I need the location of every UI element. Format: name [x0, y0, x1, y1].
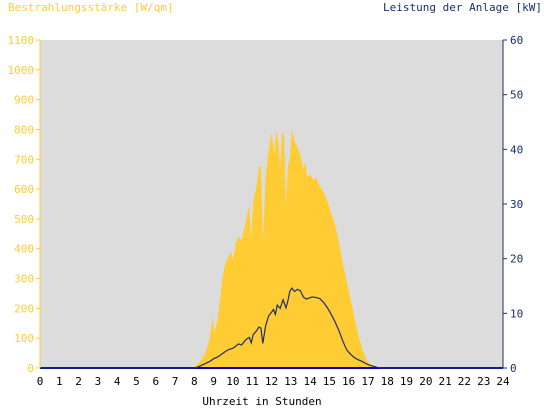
right-tick-label: 60 [510, 34, 523, 47]
x-tick-label: 19 [400, 375, 413, 388]
x-tick-label: 22 [458, 375, 471, 388]
right-tick-label: 10 [510, 307, 523, 320]
left-tick-label: 1000 [8, 64, 35, 77]
x-tick-label: 13 [284, 375, 297, 388]
x-tick-label: 20 [419, 375, 432, 388]
left-tick-label: 400 [14, 243, 34, 256]
x-tick-label: 21 [439, 375, 452, 388]
x-tick-label: 7 [172, 375, 179, 388]
left-tick-label: 0 [27, 362, 34, 375]
x-tick-label: 8 [191, 375, 198, 388]
right-tick-label: 0 [510, 362, 517, 375]
left-tick-label: 500 [14, 213, 34, 226]
x-tick-label: 3 [95, 375, 102, 388]
x-tick-label: 18 [381, 375, 394, 388]
x-tick-label: 12 [265, 375, 278, 388]
irradiance-area [40, 129, 503, 368]
x-tick-label: 0 [37, 375, 44, 388]
x-tick-label: 14 [303, 375, 317, 388]
x-tick-label: 24 [496, 375, 510, 388]
x-axis-label: Uhrzeit in Stunden [202, 395, 321, 408]
left-tick-label: 100 [14, 332, 34, 345]
left-axis-title: Bestrahlungsstärke [W/qm] [8, 1, 174, 14]
x-tick-label: 4 [114, 375, 121, 388]
left-tick-label: 700 [14, 153, 34, 166]
left-tick-label: 600 [14, 183, 34, 196]
x-tick-label: 23 [477, 375, 490, 388]
right-axis-title: Leistung der Anlage [kW] [383, 1, 542, 14]
x-tick-label: 9 [210, 375, 217, 388]
right-tick-label: 40 [510, 143, 523, 156]
x-tick-label: 11 [246, 375, 259, 388]
right-tick-label: 30 [510, 198, 523, 211]
left-tick-label: 900 [14, 94, 34, 107]
x-tick-label: 15 [323, 375, 336, 388]
x-tick-label: 17 [361, 375, 374, 388]
x-tick-label: 6 [152, 375, 159, 388]
x-tick-label: 2 [75, 375, 82, 388]
x-tick-label: 1 [56, 375, 63, 388]
left-tick-label: 1100 [8, 34, 35, 47]
x-tick-label: 10 [226, 375, 239, 388]
right-tick-label: 50 [510, 89, 523, 102]
right-tick-label: 20 [510, 253, 523, 266]
left-tick-label: 200 [14, 302, 34, 315]
left-tick-label: 300 [14, 273, 34, 286]
left-tick-label: 800 [14, 123, 34, 136]
x-tick-label: 5 [133, 375, 140, 388]
power-line [40, 287, 503, 369]
x-tick-label: 16 [342, 375, 355, 388]
